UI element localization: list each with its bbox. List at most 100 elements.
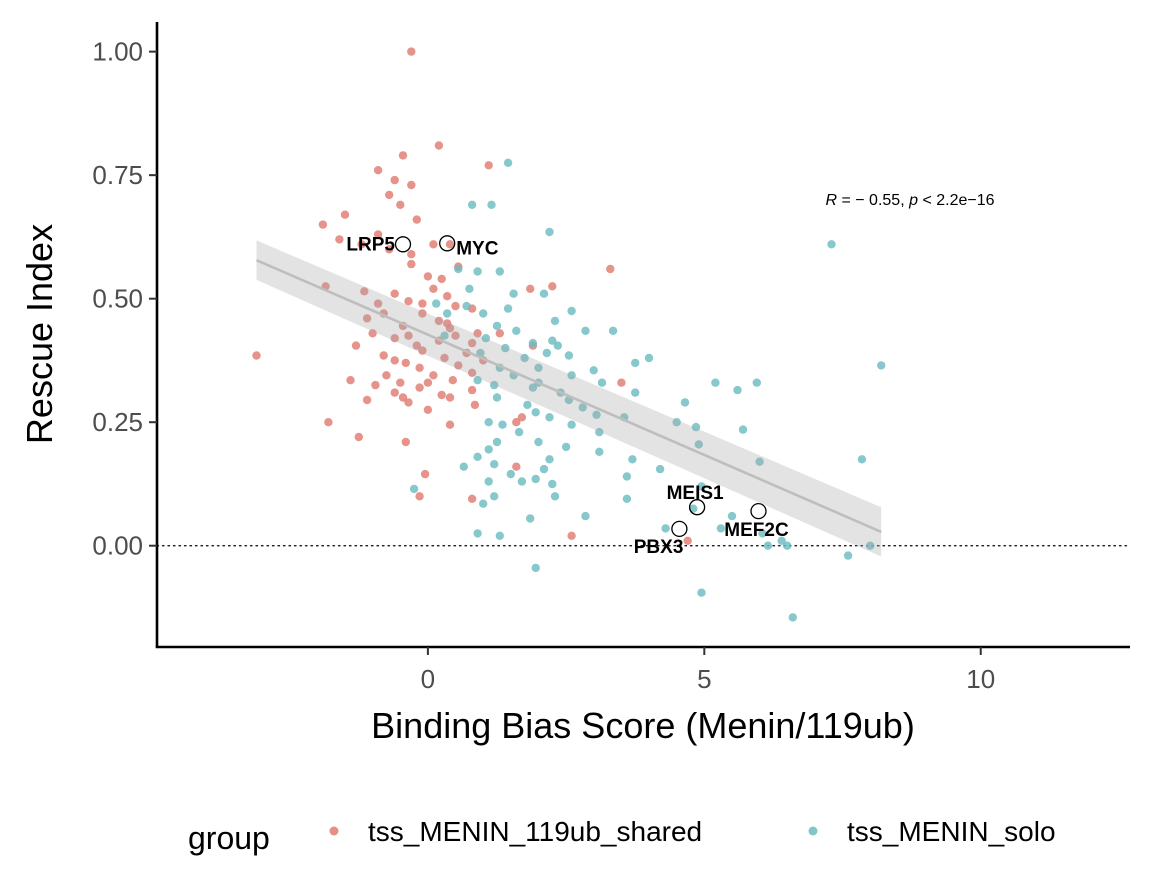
point-shared-1 — [434, 141, 444, 150]
point-solo-6 — [473, 267, 482, 276]
point-shared-54 — [418, 346, 427, 355]
x-tick-label-2: 10 — [966, 664, 995, 694]
point-solo-53 — [523, 400, 532, 410]
point-solo-80 — [539, 464, 549, 474]
point-shared-86 — [512, 418, 521, 427]
point-shared-2 — [398, 151, 408, 160]
point-solo-66 — [595, 427, 604, 437]
point-shared-91 — [467, 494, 477, 503]
point-solo-65 — [514, 427, 524, 437]
point-shared-0 — [407, 47, 416, 56]
legend: group tss_MENIN_119ub_shared tss_MENIN_s… — [188, 816, 1056, 856]
point-solo-30 — [564, 351, 574, 360]
point-shared-44 — [473, 329, 482, 338]
point-shared-7 — [385, 190, 394, 200]
point-solo-63 — [691, 422, 701, 432]
point-solo-34 — [877, 361, 886, 370]
x-tick-label-0: 0 — [421, 664, 435, 694]
point-solo-5 — [454, 264, 463, 274]
point-solo-31 — [520, 353, 529, 363]
point-solo-22 — [440, 331, 449, 340]
point-shared-14 — [357, 240, 366, 249]
point-solo-46 — [528, 383, 538, 392]
point-shared-43 — [368, 329, 377, 338]
point-shared-38 — [362, 314, 372, 323]
point-solo-78 — [490, 460, 499, 469]
point-shared-73 — [415, 383, 424, 392]
y-tick-label-0: 0.00 — [92, 531, 143, 561]
point-solo-32 — [644, 353, 654, 363]
point-solo-75 — [473, 452, 482, 461]
point-shared-92 — [415, 492, 424, 501]
point-shared-81 — [470, 400, 480, 410]
point-shared-70 — [448, 376, 457, 385]
legend-key-solo — [808, 826, 818, 836]
point-shared-69 — [423, 378, 433, 387]
gene-ring-mef2c — [750, 502, 767, 520]
point-solo-19 — [512, 326, 521, 335]
legend-label-solo: tss_MENIN_solo — [847, 816, 1056, 847]
point-shared-37 — [418, 309, 427, 318]
point-solo-61 — [498, 420, 507, 429]
point-shared-57 — [252, 351, 261, 360]
gene-ring-meis1 — [688, 499, 706, 516]
point-solo-57 — [592, 410, 601, 419]
point-shared-80 — [445, 393, 455, 402]
point-solo-24 — [548, 336, 557, 345]
y-tick-label-3: 0.75 — [92, 160, 143, 190]
point-shared-32 — [373, 299, 383, 308]
point-solo-68 — [534, 437, 543, 447]
point-shared-28 — [548, 282, 557, 291]
point-shared-68 — [396, 378, 405, 387]
point-shared-93 — [567, 531, 576, 540]
gene-ring-lrp5 — [394, 236, 412, 253]
point-solo-26 — [553, 341, 562, 350]
point-solo-56 — [545, 413, 554, 422]
point-solo-73 — [755, 457, 764, 466]
axes: 0 5 10 0.00 0.25 0.50 0.75 1.00 — [92, 22, 1130, 694]
point-shared-46 — [404, 331, 413, 340]
point-solo-1 — [467, 200, 477, 209]
point-solo-85 — [517, 477, 527, 486]
point-shared-45 — [495, 329, 504, 338]
point-solo-16 — [479, 309, 488, 318]
point-shared-42 — [445, 324, 455, 333]
point-shared-56 — [379, 351, 388, 360]
point-solo-97 — [526, 514, 535, 523]
point-solo-54 — [578, 403, 587, 412]
point-solo-84 — [484, 477, 493, 486]
point-shared-13 — [335, 235, 344, 244]
point-shared-16 — [429, 240, 438, 249]
regression-line — [255, 258, 882, 534]
point-shared-72 — [371, 380, 380, 390]
legend-label-shared: tss_MENIN_119ub_shared — [368, 816, 702, 847]
point-shared-90 — [420, 469, 430, 479]
point-solo-60 — [672, 418, 681, 427]
point-shared-25 — [360, 287, 369, 296]
point-shared-77 — [398, 393, 408, 402]
point-solo-43 — [711, 378, 720, 387]
point-solo-45 — [490, 380, 499, 390]
point-shared-30 — [390, 289, 399, 298]
point-solo-88 — [697, 482, 706, 491]
point-solo-86 — [531, 474, 540, 484]
point-shared-18 — [445, 240, 455, 249]
point-solo-70 — [561, 442, 571, 452]
point-shared-31 — [404, 297, 413, 306]
point-shared-75 — [390, 388, 399, 397]
point-solo-4 — [827, 240, 836, 249]
point-solo-52 — [680, 398, 690, 407]
point-shared-63 — [454, 361, 463, 370]
point-shared-23 — [437, 274, 446, 284]
point-shared-26 — [429, 284, 438, 293]
point-shared-20 — [407, 259, 416, 269]
point-shared-89 — [512, 462, 521, 471]
point-solo-44 — [752, 378, 761, 387]
point-solo-91 — [550, 492, 560, 501]
point-shared-50 — [467, 338, 477, 348]
gene-label-pbx3: PBX3 — [634, 537, 684, 558]
point-solo-27 — [501, 343, 510, 353]
point-shared-4 — [373, 166, 383, 175]
plot-area — [156, 47, 1131, 622]
